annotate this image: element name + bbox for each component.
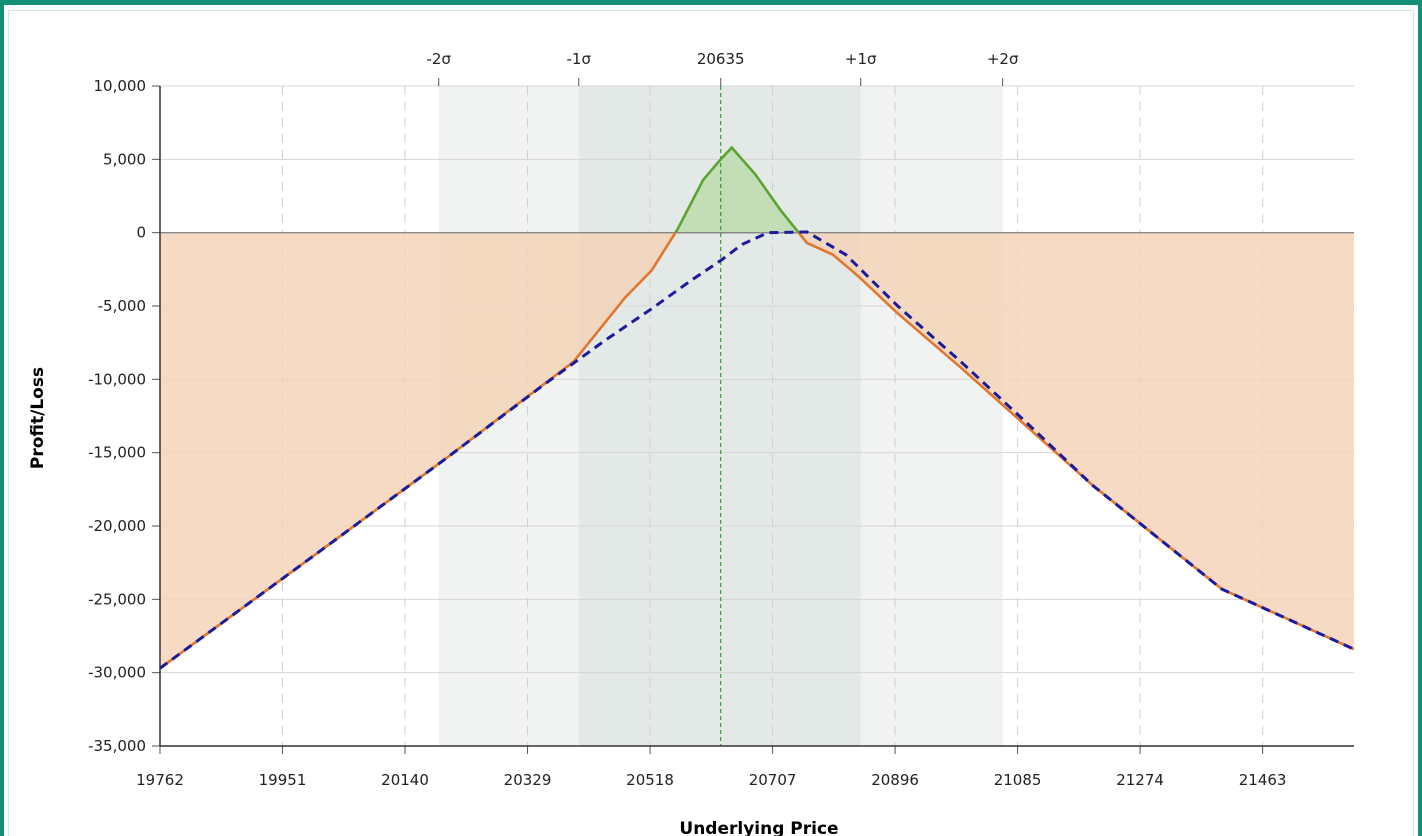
x-tick-label: 21274 (1116, 771, 1164, 789)
y-tick-label: -15,000 (88, 444, 146, 462)
profit-area (160, 147, 1354, 233)
y-tick-label: -5,000 (98, 297, 146, 315)
today-line-dashed (159, 230, 1355, 670)
top-marker-label: +1σ (845, 50, 877, 68)
expiration-line-profit (673, 145, 801, 233)
x-tick-label: 19951 (259, 771, 307, 789)
x-tick-label: 20140 (381, 771, 429, 789)
y-tick-label: 10,000 (94, 77, 147, 95)
x-tick-label: 20896 (871, 771, 919, 789)
x-tick-label: 20518 (626, 771, 674, 789)
x-tick-label: 20707 (749, 771, 797, 789)
x-tick-label: 21085 (994, 771, 1042, 789)
y-tick-label: -25,000 (88, 590, 146, 608)
pl-fill-areas (160, 147, 1354, 669)
y-tick-label: -35,000 (88, 737, 146, 755)
chart-frame-inner (8, 10, 1414, 836)
x-axis-title: Underlying Price (679, 819, 838, 836)
y-tick-label: 0 (136, 224, 146, 242)
y-tick-label: -20,000 (88, 517, 146, 535)
y-tick-label: -10,000 (88, 370, 146, 388)
x-tick-label: 21463 (1239, 771, 1287, 789)
x-tick-label: 19762 (136, 771, 184, 789)
top-marker-label: -1σ (567, 50, 592, 68)
loss-area (160, 232, 1354, 669)
y-axis-title: Profit/Loss (28, 367, 48, 469)
y-tick-label: 5,000 (103, 150, 146, 168)
y-tick-label: -30,000 (88, 664, 146, 682)
axis-labels: 10,000 5,000 0 -5,000 -10,000 -15,000 -20,000 -… (88, 50, 1286, 789)
pl-lines (159, 86, 1355, 746)
x-tick-label: 20329 (504, 771, 552, 789)
top-marker-label: 20635 (697, 50, 745, 68)
axes (152, 78, 1354, 754)
expiration-line-loss (160, 232, 1354, 670)
top-marker-label: +2σ (987, 50, 1019, 68)
top-marker-label: -2σ (426, 50, 451, 68)
